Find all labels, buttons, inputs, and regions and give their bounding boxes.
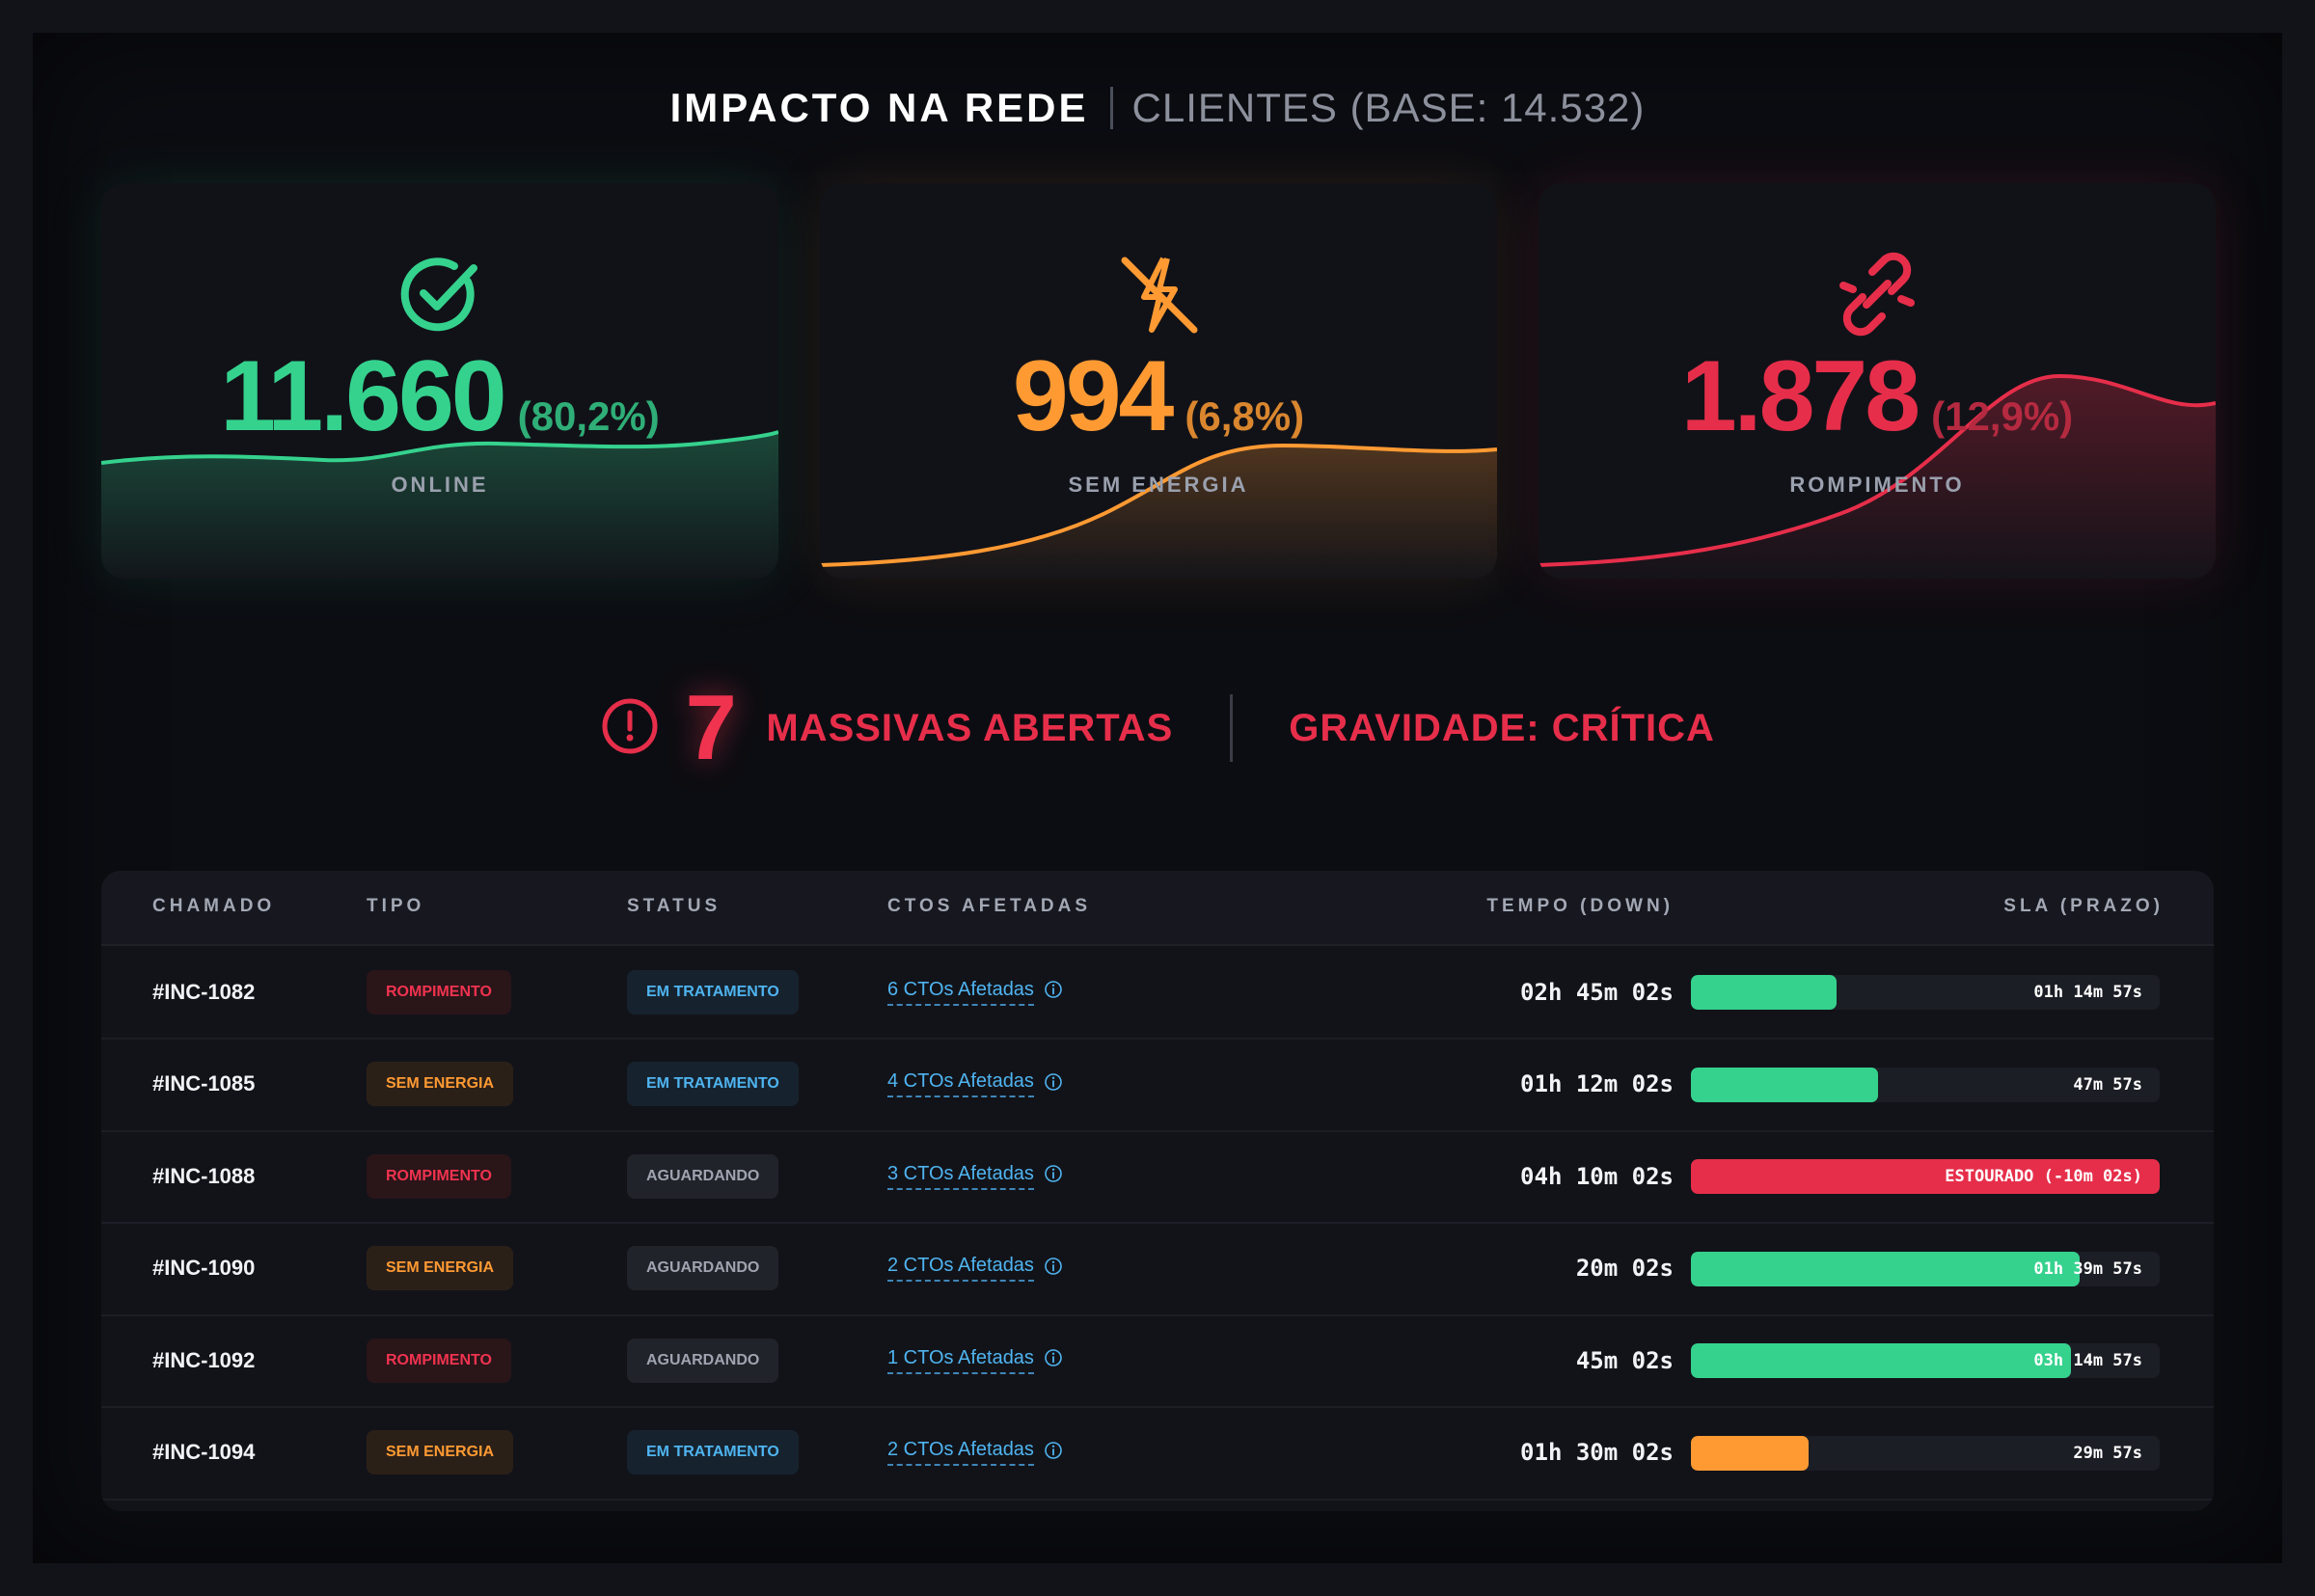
title-subtitle: CLIENTES (BASE: 14.532) — [1131, 85, 1646, 130]
ctos-link[interactable]: 3 CTOs Afetadas — [887, 1163, 1034, 1190]
info-icon[interactable] — [1044, 1257, 1063, 1281]
info-icon[interactable] — [1044, 980, 1063, 1004]
info-icon[interactable] — [1044, 1348, 1063, 1372]
alert-count: 7 — [685, 676, 737, 779]
alert-divider — [1229, 694, 1233, 762]
power-off-icon — [820, 251, 1497, 338]
ctos-link[interactable]: 2 CTOs Afetadas — [887, 1255, 1034, 1282]
incident-id[interactable]: #INC-1082 — [152, 979, 256, 1004]
alert-severity: GRAVIDADE: CRÍTICA — [1289, 706, 1715, 749]
card-online[interactable]: 11.660 (80,2%) ONLINE — [101, 183, 778, 579]
th-ctos[interactable]: CTOS AFETADAS — [887, 896, 1092, 916]
check-circle-icon — [101, 251, 778, 338]
down-time: 02h 45m 02s — [1520, 978, 1674, 1006]
online-label: ONLINE — [391, 473, 489, 497]
energy-value: 994 — [1012, 340, 1175, 452]
type-badge: SEM ENERGIA — [367, 1246, 514, 1290]
break-sparkline — [1539, 373, 2216, 579]
sla-remaining: 01h 14m 57s — [2033, 983, 2142, 1002]
alert-circle-icon — [600, 696, 660, 761]
break-percent: (12,9%) — [1931, 393, 2074, 439]
sla-progress-fill — [1691, 1343, 2071, 1378]
online-sparkline — [101, 430, 778, 579]
incident-id[interactable]: #INC-1092 — [152, 1347, 256, 1372]
sla-remaining: 01h 39m 57s — [2033, 1258, 2142, 1279]
table-row[interactable]: #INC-1092 ROMPIMENTO AGUARDANDO 1 CTOs Afet… — [101, 1314, 2214, 1408]
sla-progress-bar: ESTOURADO (-10m 02s) — [1691, 1159, 2160, 1194]
incident-id[interactable]: #INC-1085 — [152, 1071, 256, 1096]
table-row[interactable]: #INC-1085 SEM ENERGIA EM TRATAMENTO 4 CTOs … — [101, 1039, 2214, 1132]
page-title: IMPACTO NA REDE CLIENTES (BASE: 14.532) — [0, 81, 2315, 135]
title-divider — [1109, 87, 1113, 129]
status-badge: EM TRATAMENTO — [627, 1430, 799, 1474]
sla-remaining: ESTOURADO (-10m 02s) — [1945, 1167, 2142, 1186]
ctos-link[interactable]: 4 CTOs Afetadas — [887, 1070, 1034, 1097]
energy-label: SEM ENERGIA — [1068, 473, 1249, 497]
incident-id[interactable]: #INC-1094 — [152, 1440, 256, 1464]
energy-percent: (6,8%) — [1185, 393, 1305, 439]
title-main: IMPACTO NA REDE — [669, 85, 1089, 130]
sla-progress-bar: 01h 39m 57s — [1691, 1251, 2160, 1286]
sla-remaining: 47m 57s — [2073, 1074, 2142, 1095]
alert-banner: 7 MASSIVAS ABERTAS GRAVIDADE: CRÍTICA — [0, 675, 2315, 781]
alert-label: MASSIVAS ABERTAS — [766, 706, 1174, 749]
ctos-link[interactable]: 2 CTOs Afetadas — [887, 1439, 1034, 1466]
incident-id[interactable]: #INC-1088 — [152, 1163, 256, 1188]
type-badge: ROMPIMENTO — [367, 1338, 511, 1383]
sla-remaining: 03h 14m 57s — [2033, 1351, 2142, 1370]
incident-id[interactable]: #INC-1090 — [152, 1256, 256, 1280]
sla-progress-bar: 29m 57s — [1691, 1435, 2160, 1471]
type-badge: ROMPIMENTO — [367, 1153, 511, 1199]
info-icon[interactable] — [1044, 1441, 1063, 1465]
incidents-table: CHAMADO TIPO STATUS CTOS AFETADAS TEMPO … — [101, 871, 2214, 1511]
sla-progress-fill — [1691, 1067, 1879, 1102]
th-sla[interactable]: SLA (PRAZO) — [2003, 896, 2164, 916]
break-value-row: 1.878 (12,9%) — [1539, 339, 2216, 454]
sla-progress-fill — [1691, 1435, 1809, 1471]
status-badge: EM TRATAMENTO — [627, 1062, 799, 1106]
info-icon[interactable] — [1044, 1072, 1063, 1096]
sla-progress-fill — [1691, 1159, 2160, 1194]
online-value: 11.660 — [220, 340, 506, 452]
th-tempo[interactable]: TEMPO (DOWN) — [1486, 896, 1674, 916]
break-value: 1.878 — [1680, 340, 1920, 452]
sla-progress-bar: 01h 14m 57s — [1691, 975, 2160, 1010]
sla-progress-bar: 47m 57s — [1691, 1067, 2160, 1102]
status-badge: AGUARDANDO — [627, 1153, 779, 1199]
status-badge: AGUARDANDO — [627, 1338, 779, 1383]
down-time: 45m 02s — [1575, 1346, 1674, 1374]
break-label: ROMPIMENTO — [1789, 473, 1965, 497]
table-row[interactable]: #INC-1088 ROMPIMENTO AGUARDANDO 3 CTOs Afet… — [101, 1130, 2214, 1224]
sla-progress-fill — [1691, 1251, 2081, 1286]
ctos-link[interactable]: 1 CTOs Afetadas — [887, 1347, 1034, 1374]
down-time: 20m 02s — [1575, 1255, 1674, 1282]
broken-link-icon — [1539, 251, 2216, 338]
table-header: CHAMADO TIPO STATUS CTOS AFETADAS TEMPO … — [101, 871, 2214, 946]
down-time: 01h 30m 02s — [1520, 1439, 1674, 1466]
th-status[interactable]: STATUS — [627, 896, 722, 916]
energy-sparkline — [820, 443, 1497, 579]
type-badge: SEM ENERGIA — [367, 1430, 514, 1474]
th-tipo[interactable]: TIPO — [367, 896, 425, 916]
online-value-row: 11.660 (80,2%) — [101, 339, 778, 454]
table-row[interactable]: #INC-1082 ROMPIMENTO EM TRATAMENTO 6 CTOs A… — [101, 946, 2214, 1040]
sla-remaining: 29m 57s — [2073, 1443, 2142, 1463]
table-row[interactable]: #INC-1090 SEM ENERGIA AGUARDANDO 2 CTOs Afe… — [101, 1223, 2214, 1316]
th-chamado[interactable]: CHAMADO — [152, 896, 276, 916]
type-badge: ROMPIMENTO — [367, 969, 511, 1014]
energy-value-row: 994 (6,8%) — [820, 339, 1497, 454]
ctos-link[interactable]: 6 CTOs Afetadas — [887, 979, 1034, 1006]
type-badge: SEM ENERGIA — [367, 1062, 514, 1106]
status-badge: EM TRATAMENTO — [627, 969, 799, 1014]
info-icon[interactable] — [1044, 1164, 1063, 1188]
down-time: 01h 12m 02s — [1520, 1070, 1674, 1097]
down-time: 04h 10m 02s — [1520, 1162, 1674, 1190]
status-badge: AGUARDANDO — [627, 1246, 779, 1290]
sla-progress-bar: 03h 14m 57s — [1691, 1343, 2160, 1378]
card-rompimento[interactable]: 1.878 (12,9%) ROMPIMENTO — [1539, 183, 2216, 579]
online-percent: (80,2%) — [517, 393, 660, 439]
sla-progress-fill — [1691, 975, 1837, 1010]
table-row[interactable]: #INC-1094 SEM ENERGIA EM TRATAMENTO 2 CTOs … — [101, 1407, 2214, 1501]
card-sem-energia[interactable]: 994 (6,8%) SEM ENERGIA — [820, 183, 1497, 579]
